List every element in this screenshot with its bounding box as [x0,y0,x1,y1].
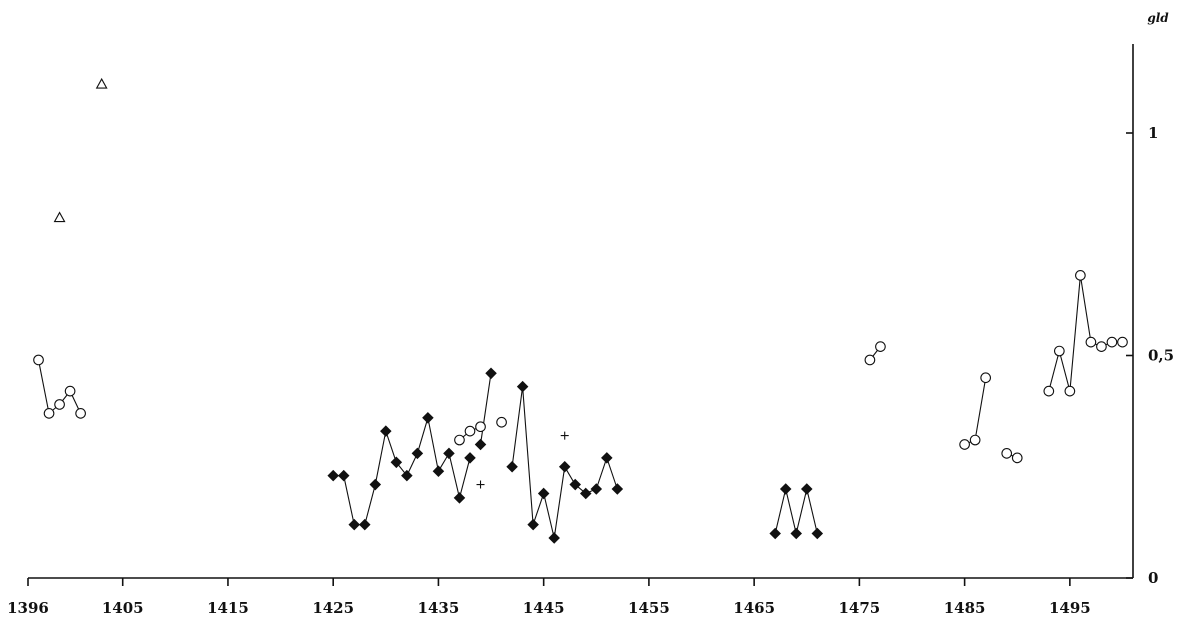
data-point-diamond [527,518,539,531]
data-point-circle [980,372,992,384]
data-point-diamond [443,447,455,460]
data-point-circle [43,408,55,419]
x-tick-label: 1445 [523,599,565,617]
data-point-diamond [411,447,424,460]
data-point-plus [560,431,569,440]
data-point-diamond [380,425,392,437]
x-tick-label: 1465 [733,599,775,617]
x-tick-label: 1485 [944,599,986,617]
series-line-circle [1048,275,1123,392]
x-tick-label: 1405 [102,599,144,617]
data-point-circle [54,399,65,410]
series-line-diamond [479,373,492,445]
data-point-diamond [811,527,824,540]
data-point-diamond [579,487,592,500]
x-tick-label: 1396 [7,599,49,617]
data-point-circle [1053,345,1065,357]
data-point-diamond [474,438,487,451]
data-point-diamond [569,478,582,491]
data-point-diamond [558,460,571,473]
data-point-diamond [390,456,403,469]
x-tick-label: 1415 [207,599,249,617]
data-point-diamond [506,460,518,473]
series-line-diamond [333,417,471,526]
data-point-diamond [358,518,371,531]
data-point-circle [475,421,486,433]
data-point-circle [969,434,981,446]
data-point-circle [464,425,476,437]
data-point-diamond [779,483,792,495]
data-point-circle [33,354,44,366]
data-point-diamond [800,483,813,495]
data-point-diamond [611,483,624,495]
data-point-circle [1106,336,1118,348]
data-point-circle [1001,448,1013,459]
data-point-diamond [401,469,413,482]
x-tick-label: 1435 [418,599,460,617]
data-point-diamond [601,452,613,464]
data-point-diamond [516,380,529,393]
x-tick-label: 1425 [312,599,354,617]
data-point-circle [1117,336,1128,348]
series-line-diamond [774,488,818,534]
data-point-diamond [432,465,445,477]
data-point-triangle [95,77,108,89]
data-point-diamond [369,478,382,491]
data-point-diamond [485,367,497,380]
axes [27,44,1134,586]
y-tick-label: 0 [1148,569,1158,587]
data-point-diamond [337,469,350,482]
data-point-circle [1064,385,1076,397]
series-line-circle [964,377,987,446]
data-point-circle [496,416,507,428]
data-point-circle [875,341,886,352]
data-point-diamond [348,518,361,531]
series-markers [33,77,1128,544]
series-lines [37,275,1123,539]
data-point-circle [64,385,76,397]
x-tick-label: 1495 [1049,599,1091,617]
data-point-circle [1075,270,1086,281]
y-tick-label: 0,5 [1148,347,1174,365]
data-point-diamond [590,483,603,495]
data-point-diamond [464,452,476,464]
data-point-circle [1085,336,1097,348]
data-point-diamond [537,487,550,500]
data-point-diamond [327,469,339,482]
data-point-circle [1011,452,1023,464]
tick-labels: 1396 1405 1415 1425 1435 1445 1455 1465 1475 1485… [7,124,1174,617]
data-point-circle [1043,385,1055,397]
y-axis-label: gld [1147,11,1169,25]
data-point-plus [476,480,485,489]
data-point-circle [864,354,876,366]
data-point-circle [75,408,86,419]
data-point-triangle [53,211,66,223]
x-tick-label: 1475 [839,599,881,617]
data-point-circle [454,434,465,446]
data-point-circle [1096,341,1107,352]
data-point-diamond [422,412,434,424]
data-point-diamond [769,527,781,540]
data-point-diamond [453,492,466,504]
x-tick-label: 1455 [628,599,670,617]
y-tick-label: 1 [1148,124,1158,142]
data-point-diamond [548,532,560,544]
data-point-diamond [790,527,803,540]
data-point-circle [959,439,970,450]
